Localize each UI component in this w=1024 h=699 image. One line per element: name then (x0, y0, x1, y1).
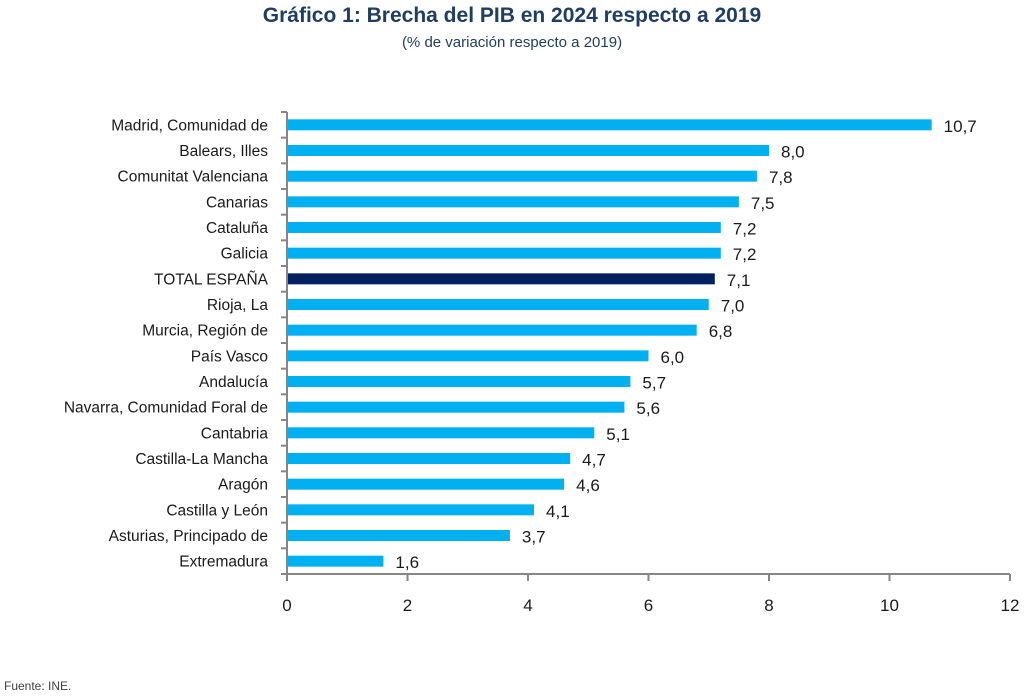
x-tick-label: 2 (403, 596, 412, 615)
data-label: 6,8 (709, 322, 733, 341)
category-label: País Vasco (191, 348, 268, 365)
x-tick-label: 6 (644, 596, 653, 615)
source-note: Fuente: INE. (4, 679, 72, 693)
data-label: 7,5 (751, 194, 775, 213)
bar (288, 145, 769, 156)
category-label: Castilla-La Mancha (135, 451, 268, 468)
data-label: 7,0 (721, 297, 745, 316)
category-label: Extremadura (179, 554, 268, 571)
bar (288, 324, 697, 336)
bar (288, 273, 715, 285)
category-label: Rioja, La (207, 297, 269, 314)
data-label: 10,7 (944, 117, 977, 136)
bar (288, 504, 535, 516)
data-label: 8,0 (781, 143, 805, 162)
category-label: Andalucía (199, 374, 268, 391)
data-label: 1,6 (395, 553, 419, 572)
bar (288, 376, 631, 387)
bar (288, 453, 571, 464)
x-tick-label: 4 (523, 596, 532, 615)
category-label: Aragón (218, 477, 268, 494)
category-label: Asturias, Principado de (109, 528, 268, 545)
bar (288, 170, 757, 182)
data-label: 4,7 (582, 451, 606, 470)
bar (288, 222, 721, 233)
bar (288, 247, 721, 259)
category-label: Cantabria (201, 425, 269, 442)
x-tick-label: 8 (764, 596, 773, 615)
bar (288, 299, 709, 310)
bar (288, 350, 649, 362)
category-label: Navarra, Comunidad Foral de (64, 400, 268, 417)
chart-title: Gráfico 1: Brecha del PIB en 2024 respec… (262, 4, 762, 27)
data-label: 5,7 (642, 374, 666, 393)
category-label: TOTAL ESPAÑA (154, 271, 269, 288)
category-label: Canarias (206, 194, 268, 211)
data-label: 4,1 (546, 502, 570, 521)
category-label: Madrid, Comunidad de (111, 117, 268, 134)
category-label: Murcia, Región de (142, 323, 268, 340)
data-label: 7,1 (727, 271, 751, 290)
category-label: Castilla y León (166, 502, 268, 519)
data-label: 6,0 (661, 348, 685, 367)
bar (288, 119, 932, 131)
data-label: 7,8 (769, 168, 793, 187)
data-label: 3,7 (522, 528, 546, 547)
category-label: Balears, Illes (179, 143, 268, 160)
bar (288, 427, 595, 439)
chart-subtitle: (% de variación respecto a 2019) (401, 34, 623, 51)
x-tick-label: 10 (880, 596, 899, 615)
data-label: 5,6 (636, 399, 660, 418)
bar (288, 196, 739, 208)
bar (288, 401, 625, 413)
data-label: 7,2 (733, 220, 757, 239)
data-label: 5,1 (606, 425, 630, 444)
bar (288, 478, 565, 490)
x-tick-label: 0 (282, 596, 291, 615)
bar (288, 530, 510, 541)
category-label: Galicia (221, 246, 269, 263)
data-label: 7,2 (733, 245, 757, 264)
bar (288, 555, 384, 567)
category-label: Cataluña (206, 220, 268, 237)
data-label: 4,6 (576, 476, 600, 495)
x-tick-label: 12 (1001, 596, 1020, 615)
category-label: Comunitat Valenciana (118, 169, 269, 186)
